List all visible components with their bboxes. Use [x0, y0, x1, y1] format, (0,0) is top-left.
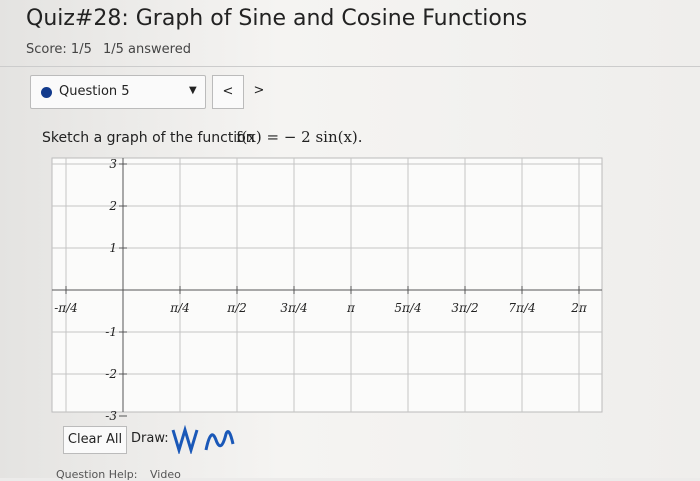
- x-tick-label: π: [346, 301, 356, 315]
- wave-tool[interactable]: [204, 430, 235, 451]
- score: Score: 1/5: [26, 42, 92, 57]
- status-dot: [41, 87, 52, 98]
- y-tick-label: 2: [108, 199, 117, 213]
- x-tick-label: -π/4: [54, 301, 78, 315]
- clear-all-button[interactable]: Clear All: [63, 426, 127, 454]
- y-tick-label: -2: [105, 367, 117, 381]
- y-tick-label: -1: [105, 325, 117, 339]
- prev-button[interactable]: <: [212, 75, 244, 109]
- x-tick-label: 3π/2: [451, 301, 478, 315]
- answered-count: 1/5 answered: [103, 42, 191, 57]
- y-tick-label: 1: [109, 241, 117, 255]
- question-select[interactable]: Question 5 ▼: [30, 75, 206, 109]
- sine-tool[interactable]: [171, 424, 199, 454]
- divider: [0, 66, 700, 67]
- x-tick-label: 2π: [570, 301, 588, 315]
- prompt-text: Sketch a graph of the function: [42, 130, 255, 146]
- question-help: Question Help:: [56, 468, 138, 481]
- video-link[interactable]: Video: [150, 468, 181, 481]
- question-label: Question 5: [59, 84, 130, 99]
- prompt-formula: f(x) = − 2 sin(x).: [236, 128, 363, 146]
- draw-label: Draw:: [131, 431, 169, 446]
- quiz-title: Quiz#28: Graph of Sine and Cosine Functi…: [26, 6, 528, 31]
- x-tick-label: 5π/4: [394, 301, 421, 315]
- x-tick-label: 7π/4: [508, 301, 535, 315]
- x-tick-label: π/4: [169, 301, 190, 315]
- y-tick-label: 3: [109, 157, 117, 171]
- draw-tools[interactable]: [170, 424, 240, 454]
- x-tick-label: π/2: [226, 301, 247, 315]
- dropdown-arrow: ▼: [189, 85, 197, 96]
- y-tick-label: -3: [105, 409, 117, 423]
- grid-background: [51, 157, 603, 413]
- next-button[interactable]: >: [253, 83, 265, 98]
- x-tick-label: 3π/4: [280, 301, 307, 315]
